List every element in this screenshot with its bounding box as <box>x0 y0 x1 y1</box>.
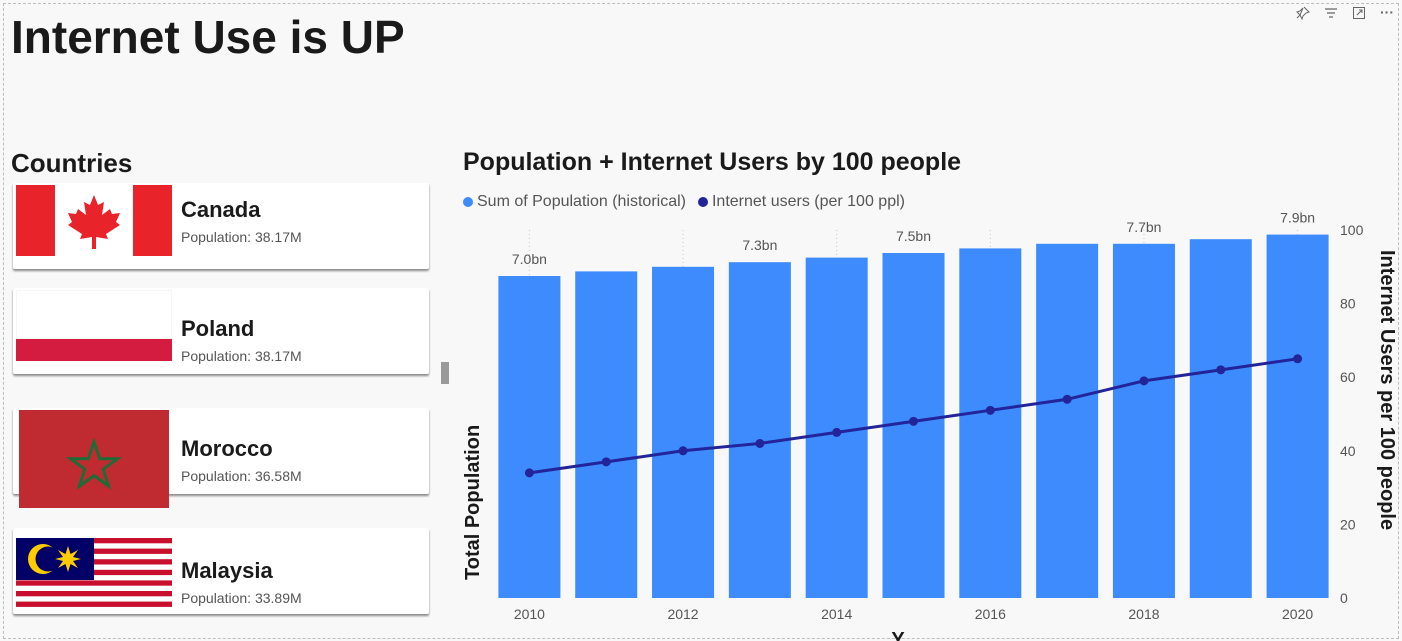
bar[interactable] <box>1189 239 1252 598</box>
line-point[interactable] <box>985 405 995 415</box>
line-point[interactable] <box>1062 394 1072 404</box>
data-label: 7.3bn <box>742 237 777 253</box>
legend-label: Sum of Population (historical) <box>477 193 686 210</box>
country-name: Morocco <box>181 436 273 461</box>
poland-flag <box>16 290 172 361</box>
country-name: Poland <box>181 316 255 341</box>
page-title: Internet Use is UP <box>11 11 405 63</box>
x-axis-title: Y <box>891 629 905 641</box>
legend-swatch <box>463 197 473 207</box>
bar[interactable] <box>1036 243 1099 599</box>
y-right-tick-label: 40 <box>1340 443 1356 459</box>
more-options-icon[interactable]: ··· <box>1380 4 1394 20</box>
chart-legend: Sum of Population (historical) Internet … <box>463 193 911 211</box>
y-right-tick-label: 60 <box>1340 369 1356 385</box>
country-name: Canada <box>181 197 261 222</box>
canada-flag <box>16 185 172 256</box>
line-point[interactable] <box>524 468 534 478</box>
y-right-tick-label: 100 <box>1340 222 1364 238</box>
data-label: 7.7bn <box>1126 219 1161 235</box>
country-population: Population: 36.58M <box>181 468 302 484</box>
bar[interactable] <box>1266 234 1329 598</box>
bar[interactable] <box>728 262 791 598</box>
y-right-tick-label: 80 <box>1340 296 1356 312</box>
y-right-tick-label: 0 <box>1340 590 1348 606</box>
legend-label: Internet users (per 100 ppl) <box>711 193 905 210</box>
bar[interactable] <box>805 257 868 598</box>
bar[interactable] <box>498 276 561 598</box>
country-population: Population: 38.17M <box>181 348 302 364</box>
pin-icon[interactable] <box>1296 6 1310 23</box>
x-tick-label: 2018 <box>1128 606 1159 622</box>
country-card-malaysia[interactable]: Malaysia Population: 33.89M <box>13 528 429 614</box>
y-right-tick-label: 20 <box>1340 516 1356 532</box>
data-label: 7.5bn <box>896 228 931 244</box>
bar[interactable] <box>652 266 715 598</box>
filter-icon[interactable] <box>1324 6 1338 23</box>
countries-title: Countries <box>11 148 133 178</box>
focus-mode-icon[interactable] <box>1352 6 1366 23</box>
country-card-poland[interactable]: Poland Population: 38.17M <box>13 288 429 374</box>
data-label: 7.9bn <box>1280 210 1315 226</box>
chart-title: Population + Internet Users by 100 peopl… <box>463 148 962 176</box>
x-tick-label: 2014 <box>821 606 852 622</box>
bar[interactable] <box>1112 243 1175 599</box>
x-tick-label: 2012 <box>667 606 698 622</box>
line-point[interactable] <box>755 438 765 448</box>
line-point[interactable] <box>909 416 918 426</box>
line-point[interactable] <box>678 446 688 456</box>
legend-swatch <box>697 197 708 207</box>
x-tick-label: 2016 <box>975 606 1006 622</box>
data-label: 7.0bn <box>512 251 547 267</box>
legend-item-population[interactable]: Sum of Population (historical) <box>463 193 686 211</box>
report-canvas <box>3 3 1399 639</box>
country-card-canada[interactable]: Canada Population: 38.17M <box>13 183 429 269</box>
bar[interactable] <box>575 271 638 598</box>
morocco-flag <box>19 410 169 508</box>
country-population: Population: 38.17M <box>181 229 302 245</box>
line-point[interactable] <box>1293 354 1303 364</box>
pane-resize-handle[interactable] <box>441 362 449 384</box>
x-tick-label: 2010 <box>514 606 545 622</box>
country-name: Malaysia <box>181 558 273 583</box>
line-point[interactable] <box>1139 376 1149 386</box>
x-tick-label: 2020 <box>1282 606 1313 622</box>
line-point[interactable] <box>832 427 842 437</box>
line-point[interactable] <box>601 457 611 467</box>
country-population: Population: 33.89M <box>181 590 302 606</box>
malaysia-flag <box>16 538 172 612</box>
country-card-morocco[interactable]: Morocco Population: 36.58M <box>13 408 429 508</box>
line-point[interactable] <box>1216 365 1226 375</box>
legend-item-internet-users[interactable]: Internet users (per 100 ppl) <box>697 193 905 211</box>
bar[interactable] <box>959 248 1022 598</box>
